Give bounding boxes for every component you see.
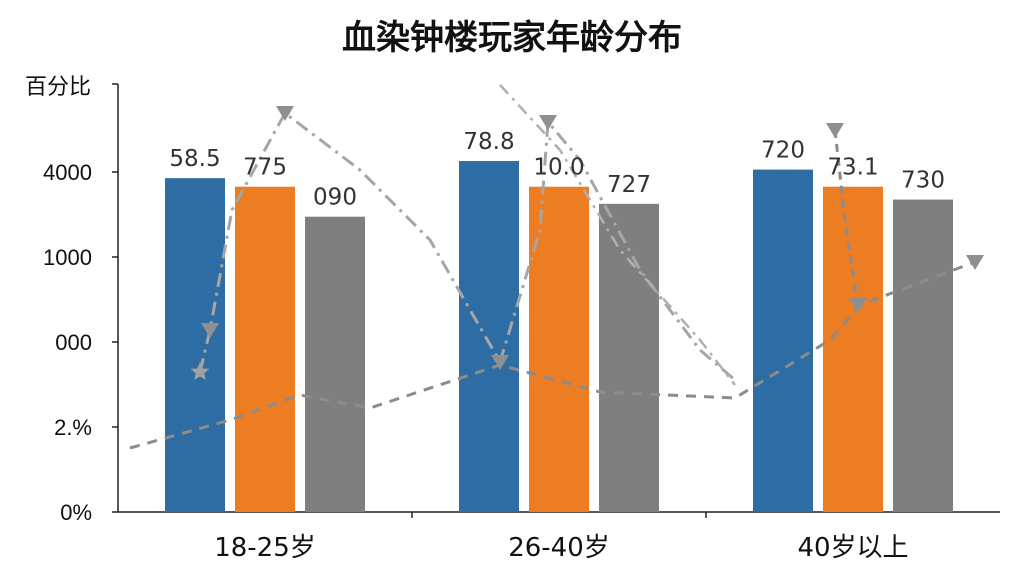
bars xyxy=(165,161,953,513)
data-label: 775 xyxy=(243,155,287,181)
triangle-marker xyxy=(491,355,509,370)
data-label: 727 xyxy=(607,172,651,198)
data-label: 58.5 xyxy=(169,146,220,172)
trend-overlay xyxy=(129,84,984,450)
y-tick-label: 2.% xyxy=(54,415,92,440)
bar xyxy=(599,203,659,512)
labels: 18-25岁 58.5 775 090 26-40岁 78.8 10.0 727 40岁以上 72… xyxy=(169,129,945,563)
bar xyxy=(823,186,883,512)
y-tick-label: 000 xyxy=(55,330,92,355)
triangle-marker xyxy=(539,115,557,130)
y-tick-label: 0% xyxy=(60,500,92,525)
chart-title: 血染钟楼玩家年龄分布 xyxy=(342,18,682,58)
trend-line xyxy=(833,129,860,306)
bar xyxy=(165,178,225,512)
x-category-label: 26-40岁 xyxy=(508,533,610,563)
bar xyxy=(235,186,295,512)
data-label: 090 xyxy=(313,185,357,211)
trend-line xyxy=(499,84,736,386)
triangle-marker xyxy=(966,255,984,270)
bar xyxy=(305,216,365,512)
star-marker xyxy=(190,362,210,381)
bar xyxy=(459,161,519,513)
triangle-marker xyxy=(201,323,219,338)
triangle-marker xyxy=(276,106,294,121)
bar xyxy=(529,186,589,512)
triangle-marker xyxy=(826,123,844,138)
x-category-label: 40岁以上 xyxy=(797,533,908,563)
x-category-label: 18-25岁 xyxy=(214,533,316,563)
y-axis-label: 百分比 xyxy=(25,75,91,100)
data-label: 10.0 xyxy=(533,155,584,181)
y-tick-label: 1000 xyxy=(43,245,92,270)
data-label: 730 xyxy=(901,168,945,194)
trend-line xyxy=(129,260,976,450)
data-label: 720 xyxy=(761,138,805,164)
bar xyxy=(893,199,953,512)
y-tick-label: 4000 xyxy=(43,160,92,185)
bar xyxy=(753,169,813,512)
data-label: 78.8 xyxy=(463,129,514,155)
data-label: 73.1 xyxy=(827,155,878,181)
triangle-marker xyxy=(849,298,867,313)
